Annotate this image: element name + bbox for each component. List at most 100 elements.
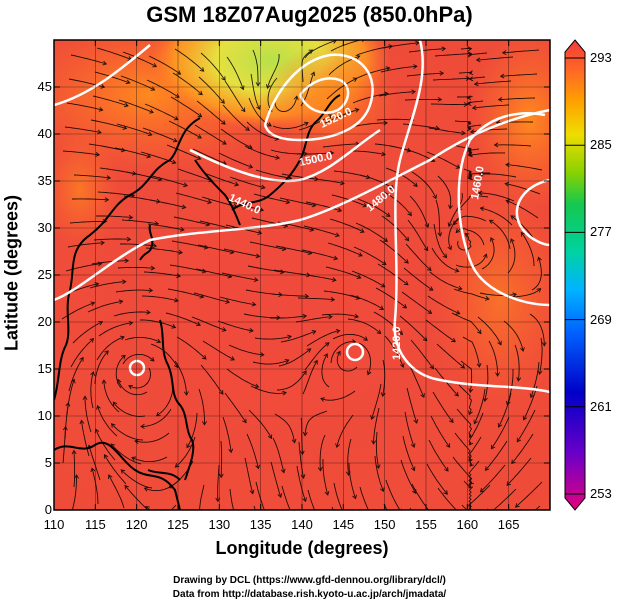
streamline-arrowhead <box>71 449 77 455</box>
streamline-arrowhead <box>413 419 419 424</box>
streamline-arrowhead <box>520 347 525 352</box>
streamline-arrowhead <box>497 97 503 102</box>
streamline <box>333 482 343 510</box>
streamline <box>332 333 368 341</box>
contour-label: 1460.0 <box>469 165 487 200</box>
streamline <box>246 433 259 469</box>
streamline <box>117 266 155 269</box>
streamline <box>451 312 482 334</box>
streamline <box>303 225 340 237</box>
streamline <box>479 292 517 296</box>
streamline <box>403 267 434 291</box>
streamline-arrowhead <box>541 341 547 347</box>
streamline <box>306 330 340 347</box>
streamline <box>436 343 465 369</box>
streamline-arrowhead <box>284 358 290 364</box>
y-tick-label: 10 <box>37 408 52 423</box>
streamline-arrowhead <box>376 329 382 335</box>
streamline <box>255 169 292 179</box>
streamline <box>116 123 152 136</box>
credit-data: Data from http://database.rish.kyoto-u.a… <box>172 589 447 600</box>
streamline-arrowhead <box>400 531 404 535</box>
streamline <box>468 412 484 446</box>
streamline-arrowhead <box>451 337 456 343</box>
streamline-arrowhead <box>352 494 357 500</box>
streamline <box>426 151 460 169</box>
streamline <box>199 484 205 510</box>
streamline-arrowhead <box>150 86 156 91</box>
streamline-arrowhead <box>468 483 474 489</box>
streamline <box>252 49 259 86</box>
streamline <box>96 47 132 61</box>
streamline <box>122 51 157 67</box>
streamline-arrowhead <box>471 105 477 111</box>
streamline-arrowhead <box>442 253 448 259</box>
streamline <box>432 77 470 81</box>
x-tick-label: 155 <box>415 517 437 532</box>
x-tick-label: 165 <box>497 517 520 532</box>
streamline <box>304 342 330 371</box>
streamline-arrowhead <box>118 299 124 305</box>
streamline-arrowhead <box>196 321 202 327</box>
streamline-arrowhead <box>454 267 460 273</box>
streamline-arrowhead <box>354 313 359 319</box>
streamline-arrowhead <box>473 419 478 425</box>
streamline <box>406 387 418 424</box>
streamline-arrowhead <box>468 410 473 416</box>
streamline-arrowhead <box>399 363 405 369</box>
streamline-arrowhead <box>100 240 105 246</box>
streamline <box>485 440 508 471</box>
streamline <box>523 385 538 421</box>
streamline <box>460 360 473 393</box>
streamline <box>62 150 100 156</box>
streamline <box>429 271 462 290</box>
streamline-arrowhead <box>520 231 526 237</box>
streamline <box>410 339 434 369</box>
streamline <box>246 121 279 140</box>
streamline-arrowhead <box>428 511 432 515</box>
streamline-arrowhead <box>499 73 505 79</box>
streamline-arrowhead <box>484 466 490 471</box>
streamline-arrowhead <box>453 220 458 226</box>
x-tick-label: 120 <box>125 517 148 532</box>
streamline <box>113 311 151 317</box>
streamline-arrowhead <box>285 199 291 205</box>
streamline-arrowhead <box>256 105 261 110</box>
streamline-arrowhead <box>150 265 156 271</box>
streamline <box>350 122 388 128</box>
streamline-arrowhead <box>320 397 325 402</box>
streamline-arrowhead <box>304 293 310 299</box>
streamline <box>146 79 180 98</box>
streamline <box>218 152 253 168</box>
streamline <box>491 416 510 450</box>
streamline-arrowhead <box>467 46 473 52</box>
height-contours <box>54 40 550 394</box>
streamline <box>195 268 232 278</box>
streamline-arrowhead <box>460 364 466 369</box>
streamline-arrowhead <box>302 497 307 503</box>
streamline-arrowhead <box>469 462 474 467</box>
x-tick-label: 150 <box>373 517 396 532</box>
streamline-arrowhead <box>120 147 126 153</box>
streamline <box>252 359 289 365</box>
streamline <box>222 104 250 131</box>
streamline <box>275 245 312 254</box>
streamline <box>385 167 418 187</box>
streamline-arrowhead <box>331 277 337 283</box>
streamline-arrowhead <box>311 329 317 335</box>
streamline <box>220 128 253 149</box>
streamline <box>480 207 513 226</box>
streamline <box>165 312 201 326</box>
streamline-arrowhead <box>490 237 495 242</box>
streamline-arrowhead <box>467 126 472 132</box>
streamline-arrowhead <box>536 288 542 293</box>
streamline-arrowhead <box>280 468 286 474</box>
streamline-arrowhead <box>458 512 462 516</box>
streamline-arrowhead <box>385 212 391 217</box>
x-tick-label: 125 <box>167 517 189 532</box>
streamline-arrowhead <box>501 50 507 56</box>
streamline-arrowhead <box>455 228 461 234</box>
streamline <box>250 385 287 394</box>
streamline-arrowhead <box>308 49 314 54</box>
streamline <box>186 412 198 448</box>
